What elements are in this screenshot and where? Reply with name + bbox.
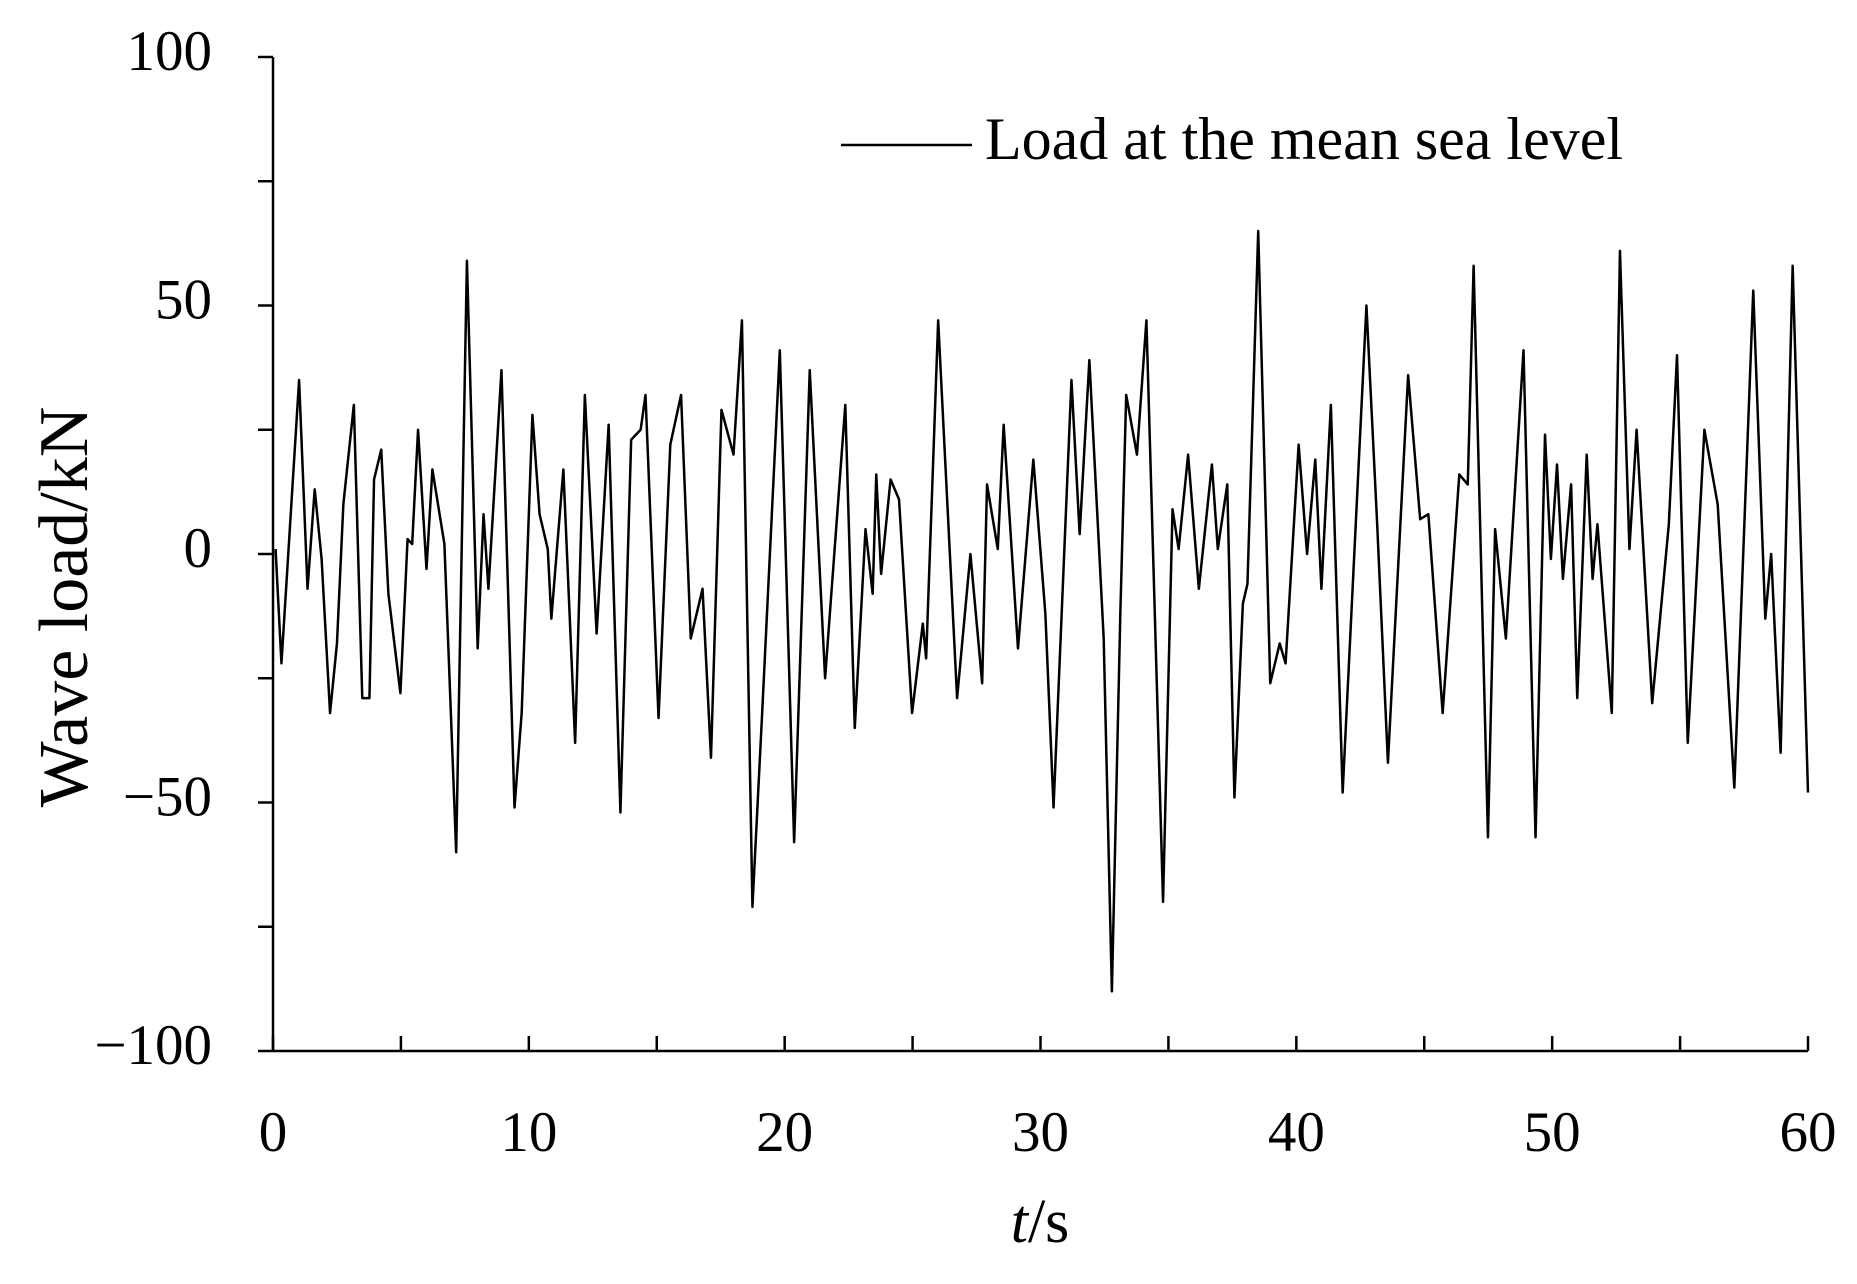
- y-tick-label: 0: [184, 517, 213, 580]
- x-axis-label: t/s: [1011, 1188, 1070, 1256]
- x-axis-variable: t: [1011, 1188, 1030, 1256]
- x-axis-unit: /s: [1028, 1188, 1069, 1256]
- y-tick-label: 100: [127, 20, 213, 83]
- x-tick-label: 30: [1012, 1101, 1069, 1164]
- x-tick-label: 50: [1524, 1101, 1581, 1164]
- data-line: [274, 229, 1810, 993]
- x-tick-label: 20: [756, 1101, 813, 1164]
- x-tick-label: 10: [500, 1101, 557, 1164]
- x-tick-label: 0: [259, 1101, 288, 1164]
- x-tick-label: 60: [1780, 1101, 1837, 1164]
- legend-label: Load at the mean sea level: [985, 106, 1623, 172]
- y-axis-label: Wave load/kN: [26, 407, 103, 808]
- y-tick-label: 50: [155, 269, 212, 332]
- y-tick-label: −50: [123, 766, 212, 829]
- x-tick-label: 40: [1268, 1101, 1325, 1164]
- y-tick-label: −100: [94, 1014, 212, 1077]
